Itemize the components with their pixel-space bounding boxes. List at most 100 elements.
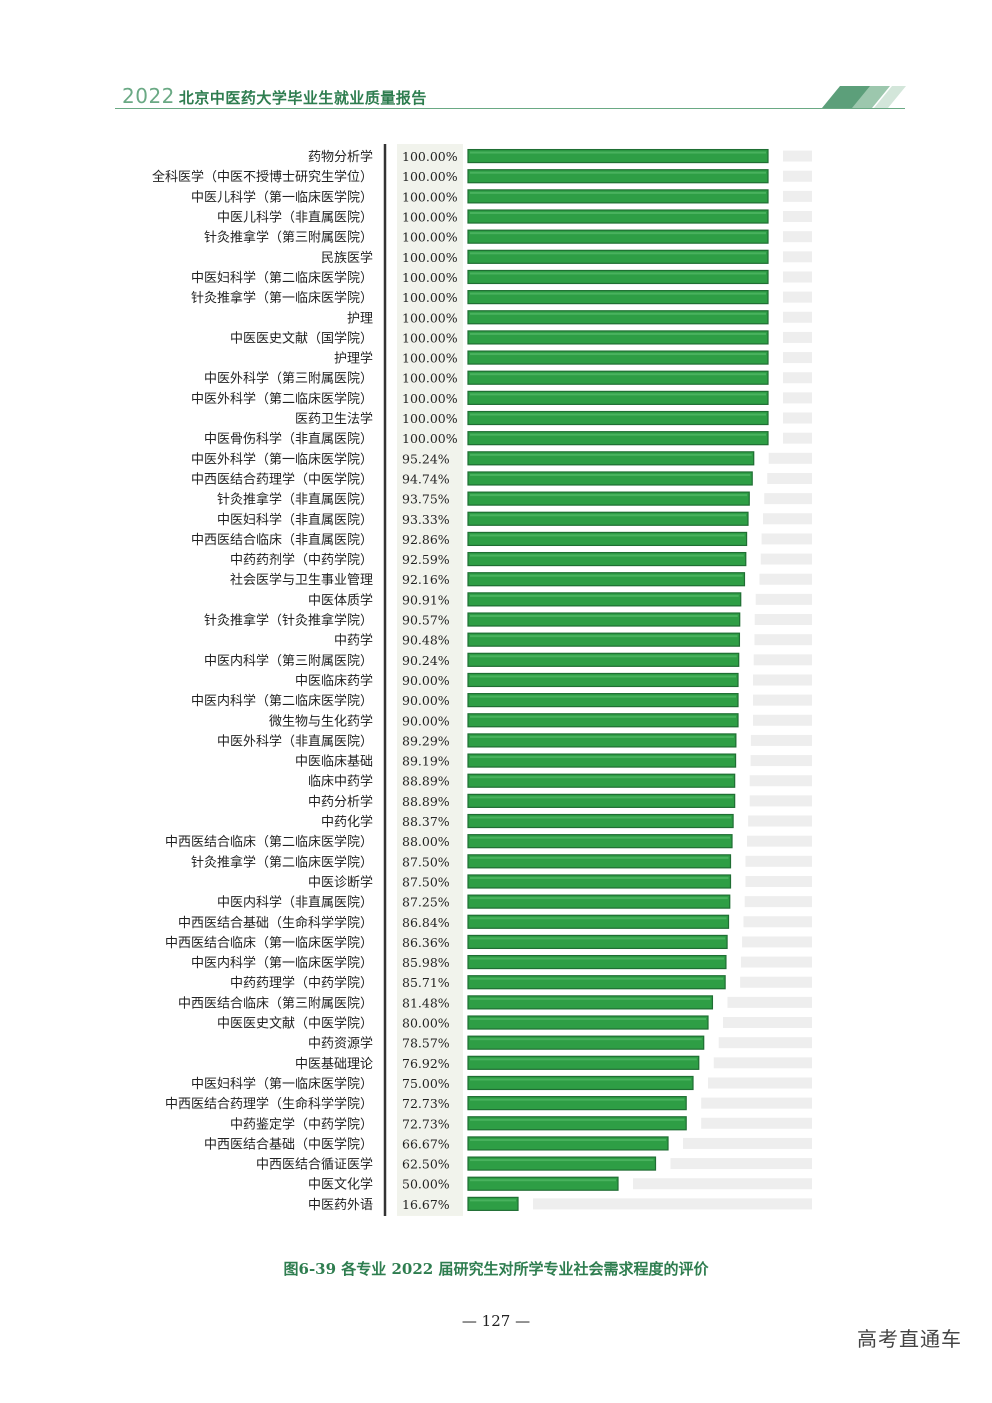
category-label: 中医外科学（非直属医院） [217,733,373,749]
category-label: 中医内科学（第一临床医学院） [191,955,373,971]
category-label: 中医内科学（第三附属医院） [204,653,373,669]
category-label: 中西医结合临床（第二临床医学院） [165,834,373,850]
figure-caption: 图6-39 各专业 2022 届研究生对所学专业社会需求程度的评价 [283,1260,709,1278]
bar-highlight [470,292,766,295]
value-label: 90.00% [402,713,450,728]
bar [467,491,750,506]
category-label: 中西医结合临床（非直属医院） [191,533,373,548]
category-label: 中医临床药学 [295,673,373,689]
value-label: 86.36% [402,935,450,950]
bar-track [767,472,812,484]
bar-track [723,1017,812,1029]
bar-highlight [470,615,738,618]
value-label: 85.71% [402,975,450,990]
value-label: 95.24% [402,451,450,466]
bar [467,793,736,808]
bar-track [783,372,812,384]
bar-track [783,231,812,243]
bar [467,229,769,244]
bar [467,874,732,889]
bar [467,632,741,647]
bar-track [745,855,812,867]
bar [467,934,728,950]
bar-track [783,251,812,263]
value-label: 81.48% [402,995,450,1010]
bar-track [701,1117,812,1129]
bar-highlight [470,776,733,779]
bar-track [683,1137,812,1149]
bar-highlight [470,1078,691,1081]
bar [467,269,769,285]
category-label: 中医外科学（第三附属医院） [204,371,373,387]
value-label: 88.37% [402,814,450,829]
category-label: 中西医结合基础（中医学院） [204,1136,373,1152]
bar-track [753,654,812,666]
value-label: 50.00% [402,1177,450,1192]
value-label: 88.00% [402,834,450,849]
bar-highlight [470,594,739,597]
bar-highlight [470,1118,685,1121]
bar-track [762,513,812,525]
category-label: 中医内科学（非直属医院） [217,895,373,911]
bar-highlight [470,897,728,900]
value-label: 100.00% [402,431,458,446]
bar-highlight [470,715,736,718]
bar [467,551,747,567]
value-label: 88.89% [402,794,450,809]
bar-track [708,1077,812,1089]
bar [467,713,739,728]
bar [467,1176,619,1191]
bar [467,148,769,164]
bar-highlight [470,433,766,436]
watermark: 高考直通车 [857,1327,962,1351]
category-label: 中药资源学 [308,1036,373,1052]
bar [467,1055,700,1070]
category-label: 针灸推拿学（针灸推拿学院） [204,613,373,629]
category-label: 药物分析学 [308,149,373,165]
bar-track [727,996,812,1008]
bar [467,1196,519,1211]
value-label: 90.24% [402,653,450,668]
bar [467,894,731,909]
bar [467,753,737,768]
bar [467,592,742,607]
bar-track [701,1097,812,1109]
category-label: 中医骨伤科学（非直属医院） [204,431,373,447]
bar-track [783,190,812,202]
bar [467,612,741,627]
bar [467,189,769,204]
value-label: 94.74% [402,471,450,486]
bar [467,290,769,305]
category-label: 中医妇科学（非直属医院） [217,512,373,528]
category-label: 中医外科学（第一临床医学院） [191,451,373,467]
value-label: 100.00% [402,189,458,204]
bar-highlight [470,151,766,154]
value-label: 72.73% [402,1116,450,1131]
bar [467,370,769,385]
value-label: 100.00% [402,371,458,386]
category-label: 中药学 [334,633,373,649]
bar [467,733,737,748]
bar-highlight [470,977,724,980]
bar-highlight [470,997,711,1000]
category-label: 中医妇科学（第一临床医学院） [191,1076,373,1092]
header-decoration-icon [822,86,906,108]
bar [467,652,740,667]
value-label: 100.00% [402,210,458,225]
category-label: 中医儿科学（非直属医院） [217,210,373,226]
bar-track [783,392,812,404]
value-label: 90.48% [402,633,450,648]
bar-track [754,634,812,646]
bar [467,249,769,264]
bar [467,390,769,405]
category-label: 中西医结合基础（生命科学学院） [178,915,373,931]
bar-track [783,150,812,162]
header-title: 2022 北京中医药大学毕业生就业质量报告 [122,84,427,108]
bar-highlight [470,574,743,577]
bar-track [759,573,812,585]
value-label: 78.57% [402,1036,450,1051]
bar [467,693,739,708]
page-header: 2022 北京中医药大学毕业生就业质量报告 [0,0,992,120]
bar-track [753,674,812,686]
category-label: 全科医学（中医不授博士研究生学位） [152,169,373,185]
